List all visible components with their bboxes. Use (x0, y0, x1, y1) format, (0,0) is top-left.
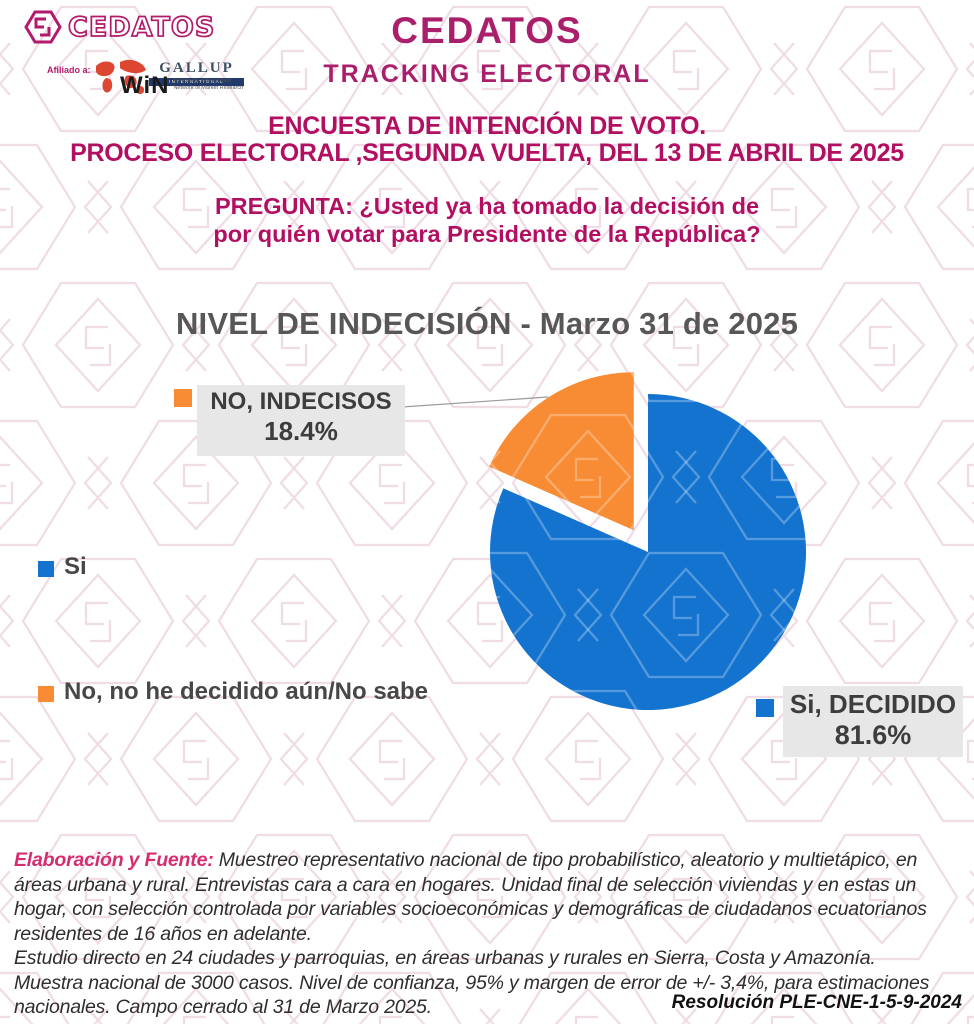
methodology-paragraph2: Estudio directo en 24 ciudades y parroqu… (14, 947, 876, 970)
legend-swatch-si (38, 561, 54, 577)
page-subtitle: TRACKING ELECTORAL (323, 60, 651, 88)
callout-no-value: 18.4% (264, 416, 338, 446)
callout-si-title: Si, DECIDIDO (789, 689, 957, 719)
resolution-reference: Resolución PLE-CNE-1-5-9-2024 (671, 992, 962, 1013)
survey-heading-line2: PROCESO ELECTORAL ,SEGUNDA VUELTA, DEL 1… (70, 139, 904, 167)
no-callout-swatch (174, 389, 192, 407)
si-callout-swatch (756, 699, 774, 717)
page-title: CEDATOS (391, 10, 583, 51)
legend-label-no: No, no he decidido aún/No sabe (64, 678, 429, 705)
source-label: Elaboración y Fuente: (14, 849, 214, 871)
question-line2: por quién votar para Presidente de la Re… (213, 221, 761, 247)
callout-no-title: NO, INDECISOS (210, 388, 392, 415)
legend-swatch-no (38, 686, 54, 702)
callout-si-value: 81.6% (834, 720, 912, 750)
question-line1: PREGUNTA: ¿Usted ya ha tomado la decisió… (214, 193, 760, 219)
callout-leader-line (401, 396, 549, 408)
callout-si-decidido: Si, DECIDIDO 81.6% (783, 686, 963, 757)
survey-heading-line1: ENCUESTA DE INTENCIÓN DE VOTO. (268, 112, 706, 140)
callout-no-indecisos: NO, INDECISOS 18.4% (197, 385, 405, 456)
legend-label-si: Si (64, 553, 87, 580)
